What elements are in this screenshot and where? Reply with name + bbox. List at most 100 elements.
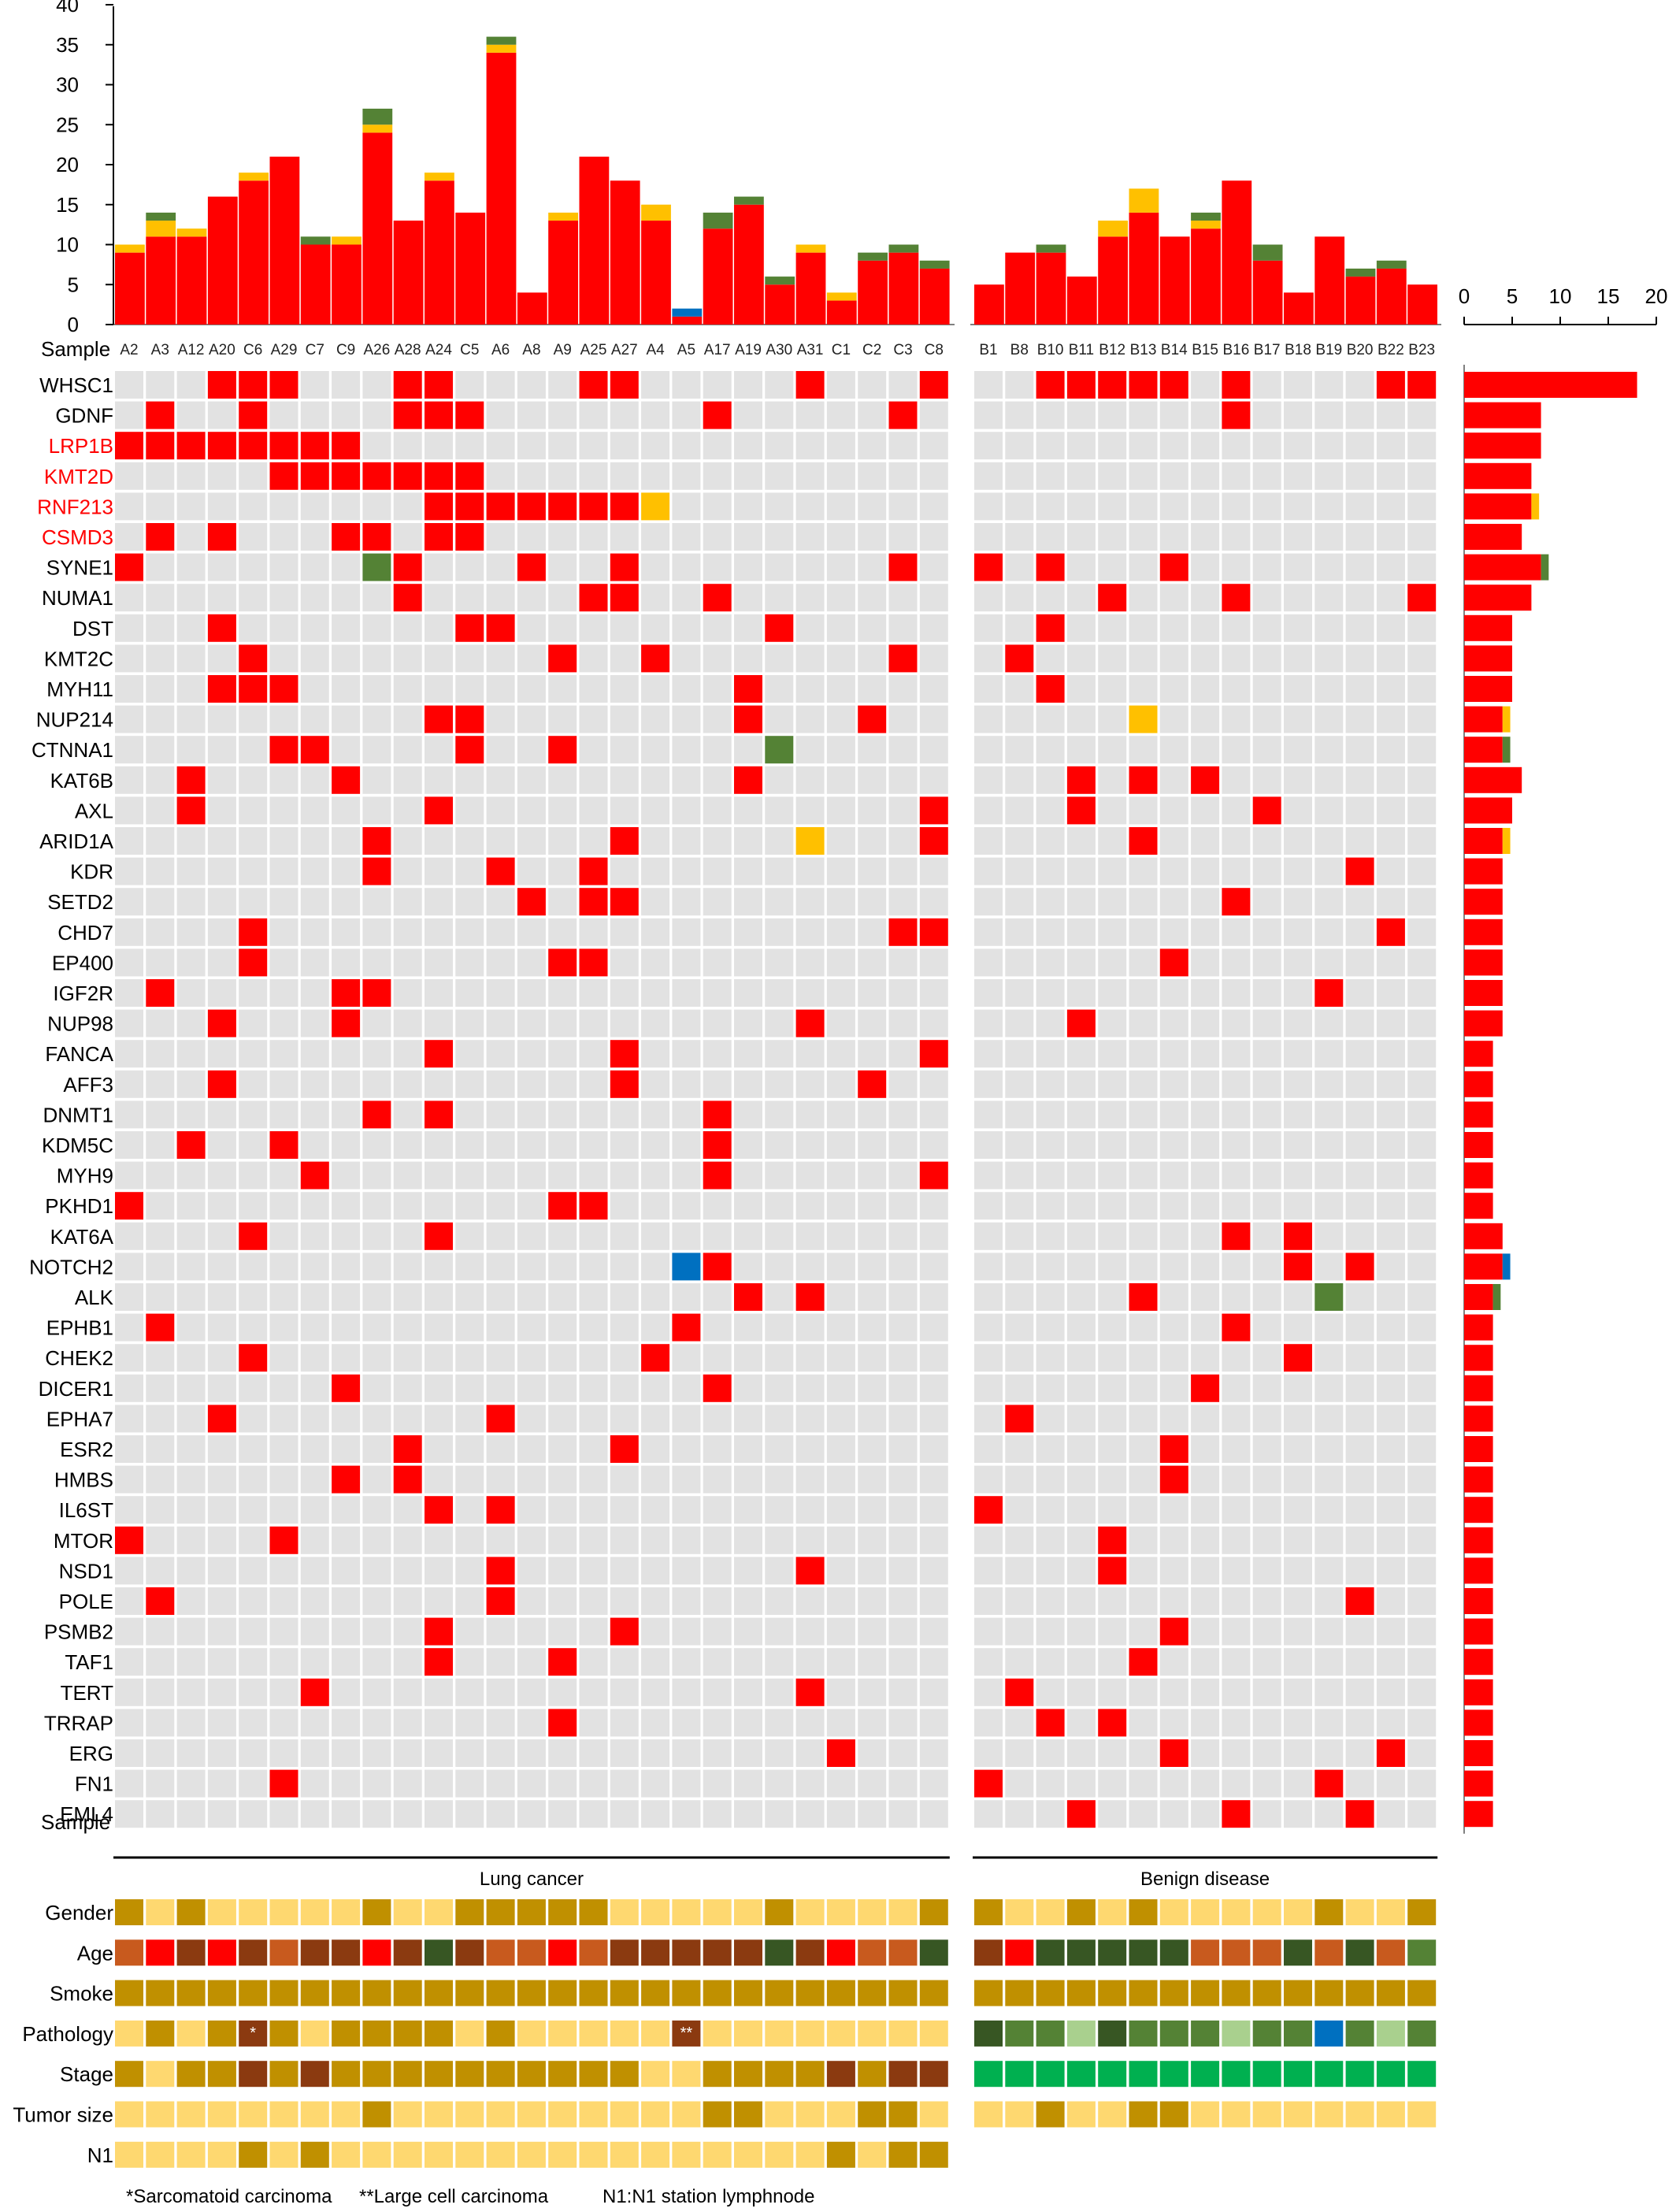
mutation-cell xyxy=(1066,371,1096,399)
clinical-cell xyxy=(858,1980,887,2006)
grid-cell xyxy=(1159,1769,1188,1798)
grid-cell xyxy=(826,1617,855,1646)
grid-cell xyxy=(332,1709,361,1737)
mutation-cell xyxy=(1129,705,1158,733)
sample-label: A26 xyxy=(363,342,390,358)
top-bar-segment xyxy=(332,236,362,245)
grid-cell xyxy=(146,1769,175,1798)
gene-total-bar-segment xyxy=(1464,1740,1493,1766)
grid-cell xyxy=(455,1405,484,1433)
pathology-annotation: * xyxy=(250,2025,256,2042)
gene-total-bar-segment xyxy=(1464,614,1512,641)
clinical-cell xyxy=(795,1939,825,1966)
grid-cell xyxy=(1407,1283,1437,1311)
gene-label: EP400 xyxy=(52,951,113,974)
grid-cell xyxy=(455,857,484,885)
grid-cell xyxy=(579,1161,608,1190)
clinical-cell xyxy=(858,2101,887,2128)
grid-cell xyxy=(362,1040,391,1068)
grid-cell xyxy=(393,1100,422,1129)
mutation-cell xyxy=(1159,553,1188,581)
grid-cell xyxy=(703,1526,732,1554)
mutation-cell xyxy=(1129,1283,1158,1311)
grid-cell xyxy=(1284,492,1312,521)
grid-cell xyxy=(393,736,422,764)
grid-cell xyxy=(1159,766,1188,794)
grid-cell xyxy=(1314,1009,1344,1037)
grid-cell xyxy=(1314,1131,1344,1159)
mutation-cell xyxy=(146,523,175,551)
grid-cell xyxy=(239,523,268,551)
grid-cell xyxy=(919,1800,948,1828)
clinical-cell xyxy=(1407,1980,1437,2006)
grid-cell xyxy=(332,705,361,733)
grid-cell xyxy=(176,1526,206,1554)
grid-cell xyxy=(610,948,639,977)
grid-cell xyxy=(1407,492,1437,521)
grid-cell xyxy=(795,1313,825,1342)
clinical-cell xyxy=(795,1899,825,1925)
grid-cell xyxy=(300,1100,329,1129)
grid-cell xyxy=(858,1374,887,1402)
grid-cell xyxy=(765,1344,794,1372)
mutation-cell xyxy=(1314,979,1344,1007)
grid-cell xyxy=(1345,1100,1374,1129)
grid-cell xyxy=(826,1405,855,1433)
grid-cell xyxy=(332,796,361,825)
grid-cell xyxy=(1066,1374,1096,1402)
grid-cell xyxy=(1345,1526,1374,1554)
grid-cell xyxy=(641,705,670,733)
grid-cell xyxy=(858,1496,887,1524)
top-bar-segment xyxy=(703,212,733,229)
grid-cell xyxy=(1066,1709,1096,1737)
grid-cell xyxy=(393,492,422,521)
mutation-cell xyxy=(919,371,948,399)
grid-cell xyxy=(888,1253,918,1281)
top-mutation-count-bars xyxy=(115,36,1437,325)
grid-cell xyxy=(239,979,268,1007)
grid-cell xyxy=(579,979,608,1007)
clinical-cell xyxy=(548,2141,577,2168)
grid-cell xyxy=(1222,614,1251,642)
grid-cell xyxy=(919,553,948,581)
grid-cell xyxy=(974,1040,1003,1068)
gene-label: KDM5C xyxy=(42,1134,113,1157)
clinical-cell xyxy=(1098,1899,1127,1925)
grid-cell xyxy=(1407,796,1437,825)
grid-cell xyxy=(641,1374,670,1402)
grid-cell xyxy=(858,371,887,399)
grid-cell xyxy=(1222,1465,1251,1494)
grid-cell xyxy=(641,614,670,642)
grid-cell xyxy=(1345,736,1374,764)
mutation-cell xyxy=(579,888,608,916)
grid-cell xyxy=(1005,1100,1034,1129)
grid-cell xyxy=(1036,644,1065,673)
clinical-cell xyxy=(974,1939,1003,1966)
mutation-cell xyxy=(486,1496,515,1524)
gene-labels: WHSC1GDNFLRP1BKMT2DRNF213CSMD3SYNE1NUMA1… xyxy=(29,373,114,1826)
mutation-cell xyxy=(1314,1283,1344,1311)
grid-cell xyxy=(888,1709,918,1737)
grid-cell xyxy=(517,1222,546,1250)
grid-cell xyxy=(486,1739,515,1767)
clinical-cell xyxy=(548,1899,577,1925)
clinical-cell xyxy=(765,1939,794,1966)
mutation-cell xyxy=(207,523,236,551)
gene-total-bar-segment xyxy=(1464,1709,1493,1736)
grid-cell xyxy=(115,857,143,885)
grid-cell xyxy=(826,371,855,399)
clinical-cell xyxy=(1376,2101,1405,2128)
gene-total-bar-segment xyxy=(1464,372,1637,398)
clinical-cell xyxy=(362,1899,391,1925)
grid-cell xyxy=(1376,401,1405,429)
grid-cell xyxy=(393,705,422,733)
mutation-cell xyxy=(579,1192,608,1220)
grid-cell xyxy=(795,553,825,581)
grid-cell xyxy=(207,857,236,885)
grid-cell xyxy=(1284,1192,1312,1220)
grid-cell xyxy=(795,1496,825,1524)
grid-cell xyxy=(1222,492,1251,521)
grid-cell xyxy=(1376,1192,1405,1220)
grid-cell xyxy=(1066,736,1096,764)
clinical-cell xyxy=(517,2141,546,2168)
